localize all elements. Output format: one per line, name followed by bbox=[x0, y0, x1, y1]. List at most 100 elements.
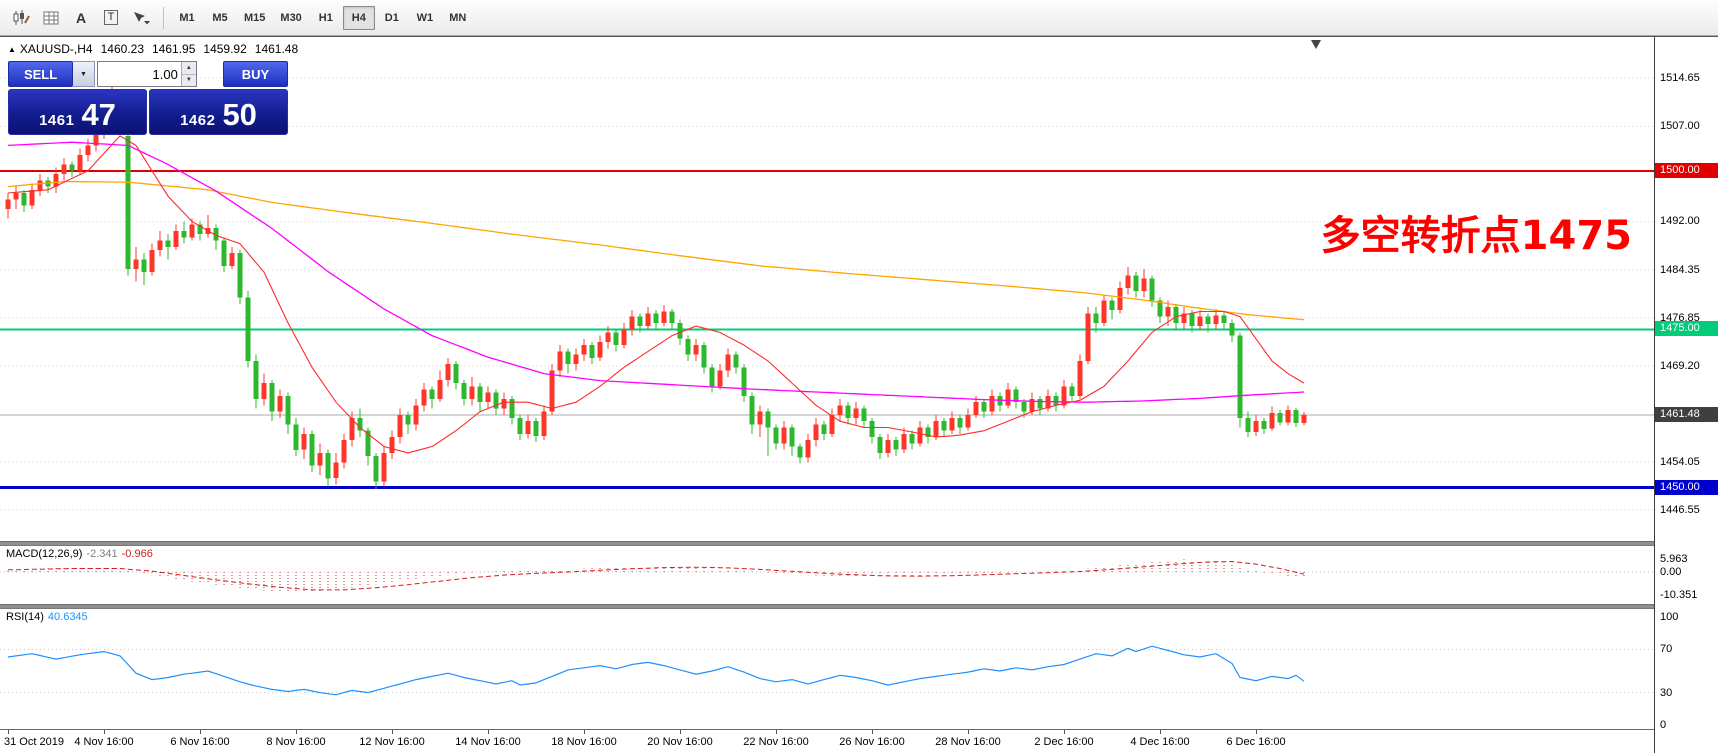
macd-signal-value: -0.966 bbox=[121, 548, 153, 560]
axis-label: 70 bbox=[1660, 643, 1673, 656]
macd-label: MACD(12,26,9) -2.341 -0.966 bbox=[6, 548, 153, 560]
axis-label: 1454.05 bbox=[1660, 456, 1700, 469]
ask-price-main: 1462 bbox=[180, 112, 216, 129]
grid-icon bbox=[43, 11, 59, 25]
panel-splitter[interactable] bbox=[0, 604, 1718, 609]
axis-label: 1446.55 bbox=[1660, 503, 1700, 516]
time-tick bbox=[1064, 730, 1065, 734]
time-label: 26 Nov 16:00 bbox=[839, 736, 905, 748]
timeframe-button-m15[interactable]: M15 bbox=[244, 11, 266, 24]
candlestick-chart-icon-button[interactable] bbox=[6, 5, 36, 31]
time-label: 22 Nov 16:00 bbox=[743, 736, 809, 748]
grid-icon-button[interactable] bbox=[36, 5, 66, 31]
symbol-timeframe-label: XAUUSD-,H4 bbox=[19, 42, 93, 56]
axis-label: 1476.85 bbox=[1660, 311, 1700, 324]
time-tick bbox=[104, 730, 105, 734]
cursor-tool-button[interactable] bbox=[126, 5, 156, 31]
cursor-dropdown-icon bbox=[131, 11, 151, 25]
text-frame-tool-button[interactable]: T bbox=[96, 5, 126, 31]
sell-price-box[interactable]: 1461 47 bbox=[8, 89, 147, 135]
axis-label: 1492.00 bbox=[1660, 215, 1700, 228]
main-chart-canvas[interactable]: 多空转折点1475 bbox=[0, 37, 1654, 541]
one-click-trading-panel: SELL ▼ ▲ ▼ BUY 1461 bbox=[8, 61, 288, 135]
toolbar: A T M1 M5 M15 M30 H1 H4 D1 W1 MN bbox=[0, 0, 1718, 36]
volume-increase-button[interactable]: ▲ bbox=[181, 62, 196, 75]
rsi-value: 40.6345 bbox=[47, 611, 88, 623]
time-tick bbox=[776, 730, 777, 734]
time-tick bbox=[1160, 730, 1161, 734]
chart-region: 多空转折点1475 ▲ XAUUSD-,H4 1460.23 1461.95 1… bbox=[0, 36, 1718, 753]
buy-price-box[interactable]: 1462 50 bbox=[149, 89, 288, 135]
buy-button[interactable]: BUY bbox=[222, 61, 288, 87]
axis-label: -10.351 bbox=[1660, 588, 1698, 601]
macd-main-value: -2.341 bbox=[86, 548, 118, 560]
volume-decrease-button[interactable]: ▼ bbox=[181, 74, 196, 86]
timeframe-button-h4[interactable]: H4 bbox=[342, 5, 375, 30]
axis-label: 30 bbox=[1660, 686, 1673, 699]
letter-t-icon: T bbox=[103, 10, 119, 25]
chevron-down-icon: ▼ bbox=[80, 70, 87, 78]
axis-label: 1507.00 bbox=[1660, 120, 1700, 133]
time-label: 18 Nov 16:00 bbox=[551, 736, 617, 748]
macd-canvas[interactable] bbox=[0, 546, 1654, 604]
rsi-panel[interactable]: RSI(14) 40.6345 bbox=[0, 609, 1654, 729]
timeframe-button-w1[interactable]: W1 bbox=[416, 11, 434, 24]
open-value: 1460.23 bbox=[100, 42, 144, 56]
timeframe-button-m1[interactable]: M1 bbox=[179, 11, 195, 24]
candlestick-chart-icon bbox=[12, 9, 30, 26]
timeframe-group: M1 M5 M15 M30 H1 H4 D1 W1 MN bbox=[171, 5, 474, 30]
time-tick bbox=[8, 730, 9, 734]
axis-label: 1469.20 bbox=[1660, 360, 1700, 373]
rsi-label: RSI(14) 40.6345 bbox=[6, 611, 88, 623]
macd-panel[interactable]: MACD(12,26,9) -2.341 -0.966 bbox=[0, 546, 1654, 604]
time-label: 14 Nov 16:00 bbox=[455, 736, 521, 748]
timeframe-button-m30[interactable]: M30 bbox=[280, 11, 302, 24]
timeframe-button-m5[interactable]: M5 bbox=[212, 11, 228, 24]
time-label: 4 Dec 16:00 bbox=[1130, 736, 1190, 748]
axis-label: 0.00 bbox=[1660, 566, 1682, 578]
time-label: 4 Nov 16:00 bbox=[74, 736, 134, 748]
volume-field-wrap: ▲ ▼ bbox=[96, 61, 197, 87]
time-tick bbox=[872, 730, 873, 734]
time-label: 28 Nov 16:00 bbox=[935, 736, 1001, 748]
rsi-name: RSI(14) bbox=[6, 611, 44, 623]
macd-name: MACD(12,26,9) bbox=[6, 548, 83, 560]
time-tick bbox=[488, 730, 489, 734]
toolbar-separator bbox=[163, 6, 164, 29]
timeframe-button-d1[interactable]: D1 bbox=[384, 11, 399, 24]
main-chart-panel[interactable]: 多空转折点1475 ▲ XAUUSD-,H4 1460.23 1461.95 1… bbox=[0, 37, 1654, 541]
time-label: 6 Nov 16:00 bbox=[170, 736, 230, 748]
price-axis[interactable]: 1514.65 1507.00 1492.00 1484.35 1476.85 1469.… bbox=[1654, 37, 1718, 753]
sell-button[interactable]: SELL bbox=[8, 61, 74, 87]
axis-label: 0 bbox=[1660, 719, 1667, 731]
time-tick bbox=[1256, 730, 1257, 734]
time-label: 12 Nov 16:00 bbox=[359, 736, 425, 748]
high-value: 1461.95 bbox=[152, 42, 196, 56]
volume-input[interactable] bbox=[96, 61, 197, 87]
price-badge-1461.48: 1461.48 bbox=[1655, 406, 1718, 422]
timeframe-button-mn[interactable]: MN bbox=[449, 11, 467, 24]
low-value: 1459.92 bbox=[203, 42, 247, 56]
timeframe-button-h1[interactable]: H1 bbox=[318, 11, 333, 24]
time-label: 20 Nov 16:00 bbox=[647, 736, 713, 748]
chart-header: ▲ XAUUSD-,H4 1460.23 1461.95 1459.92 146… bbox=[8, 42, 298, 56]
time-label: 31 Oct 2019 bbox=[4, 736, 64, 748]
time-tick bbox=[200, 730, 201, 734]
price-badge-1475.00: 1475.00 bbox=[1655, 321, 1718, 337]
rsi-canvas[interactable] bbox=[0, 609, 1654, 729]
order-options-dropdown[interactable]: ▼ bbox=[73, 61, 95, 87]
time-label: 8 Nov 16:00 bbox=[266, 736, 326, 748]
time-tick bbox=[296, 730, 297, 734]
bid-price-points: 47 bbox=[81, 97, 116, 132]
direction-up-icon: ▲ bbox=[8, 45, 16, 54]
price-badge-1450.00: 1450.00 bbox=[1655, 479, 1718, 495]
time-label: 6 Dec 16:00 bbox=[1226, 736, 1286, 748]
time-axis[interactable]: 31 Oct 2019 4 Nov 16:00 6 Nov 16:00 8 Nov 1… bbox=[0, 729, 1654, 753]
panel-splitter[interactable] bbox=[0, 541, 1718, 546]
letter-a-icon: A bbox=[75, 9, 87, 26]
ask-price-points: 50 bbox=[222, 97, 257, 132]
svg-text:多空转折点1475: 多空转折点1475 bbox=[1321, 213, 1632, 259]
text-label-tool-button[interactable]: A bbox=[66, 5, 96, 31]
time-tick bbox=[392, 730, 393, 734]
